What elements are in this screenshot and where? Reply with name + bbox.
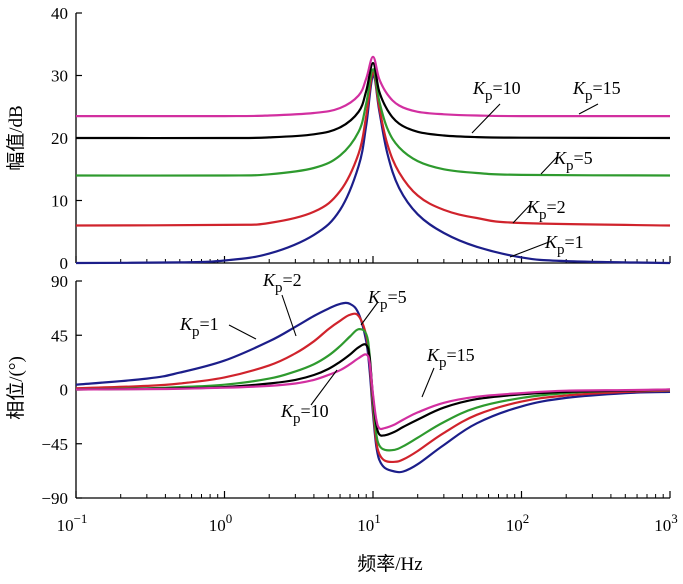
annotation-value: =15	[593, 78, 621, 98]
series-line-kp-15	[75, 353, 671, 431]
annotation-value: =1	[565, 232, 584, 252]
y-tick-label: 40	[51, 4, 68, 23]
y-tick-label: 20	[51, 129, 68, 148]
annotation-value: =5	[388, 287, 407, 307]
annotation-leader	[509, 241, 550, 258]
annotation-leader	[512, 204, 531, 224]
annotation-kp-15: Kp=15	[572, 78, 621, 104]
annotation-k: K	[280, 401, 294, 421]
annotation-leader	[310, 369, 338, 406]
annotation-leader	[540, 155, 559, 175]
y-tick-label: 90	[51, 272, 68, 291]
y-axis-label: 相位/(°)	[5, 356, 27, 420]
annotation-value: =15	[447, 345, 475, 365]
x-axis-label: 频率/Hz	[357, 553, 422, 575]
annotation-subscript: p	[557, 242, 565, 258]
annotation-subscript: p	[585, 88, 593, 104]
x-tick-label: 100	[209, 511, 233, 535]
annotation-k: K	[472, 78, 486, 98]
x-tick-exponent: −1	[74, 511, 88, 526]
y-tick-label: 45	[51, 326, 68, 345]
annotation-kp-10: Kp=10	[280, 401, 329, 427]
x-tick-label: 102	[506, 511, 530, 535]
annotation-subscript: p	[380, 297, 388, 313]
annotation-kp-5: Kp=5	[553, 148, 593, 174]
y-axis-label: 幅值/dB	[5, 105, 27, 170]
y-tick-label: −90	[41, 489, 68, 508]
annotation-leader	[281, 294, 297, 337]
x-tick-exponent: 2	[523, 511, 530, 526]
annotation-leader	[471, 103, 501, 134]
annotation-subscript: p	[293, 411, 301, 427]
annotation-subscript: p	[485, 88, 493, 104]
annotation-k: K	[572, 78, 586, 98]
annotation-k: K	[367, 287, 381, 307]
x-tick-exponent: 0	[226, 511, 233, 526]
annotation-subscript: p	[566, 158, 574, 174]
y-tick-label: 10	[51, 192, 68, 211]
series-line-kp-10	[75, 61, 671, 140]
x-tick-label: 10−1	[57, 511, 88, 535]
annotation-leader	[360, 301, 379, 326]
annotation-subscript: p	[192, 324, 200, 340]
x-tick-exponent: 3	[671, 511, 678, 526]
annotation-subscript: p	[539, 207, 547, 223]
annotation-value: =2	[283, 270, 302, 290]
y-tick-label: 0	[60, 254, 69, 273]
annotation-value: =1	[200, 314, 219, 334]
x-tick-exponent: 1	[374, 511, 381, 526]
annotation-value: =2	[547, 197, 566, 217]
annotation-subscript: p	[275, 280, 283, 296]
annotation-kp-10: Kp=10	[472, 78, 521, 104]
annotation-k: K	[544, 232, 558, 252]
series-line-kp-15	[75, 55, 671, 118]
annotation-leader	[421, 367, 435, 398]
y-tick-label: 0	[60, 381, 69, 400]
y-tick-label: −45	[41, 435, 68, 454]
annotation-k: K	[262, 270, 276, 290]
annotation-k: K	[179, 314, 193, 334]
annotation-leader	[578, 103, 599, 115]
annotation-k: K	[426, 345, 440, 365]
x-tick-label: 103	[654, 511, 678, 535]
annotation-subscript: p	[439, 355, 447, 371]
annotation-kp-2: Kp=2	[526, 197, 566, 223]
annotation-kp-1: Kp=1	[179, 314, 219, 340]
x-tick-label: 101	[357, 511, 381, 535]
annotation-value: =10	[493, 78, 521, 98]
annotation-kp-15: Kp=15	[426, 345, 475, 371]
annotation-k: K	[553, 148, 567, 168]
annotation-value: =10	[301, 401, 329, 421]
annotation-value: =5	[574, 148, 593, 168]
annotation-k: K	[526, 197, 540, 217]
annotation-kp-1: Kp=1	[544, 232, 584, 258]
y-tick-label: 30	[51, 67, 68, 86]
annotation-kp-5: Kp=5	[367, 287, 407, 313]
annotation-kp-2: Kp=2	[262, 270, 302, 296]
annotation-leader	[228, 324, 257, 340]
